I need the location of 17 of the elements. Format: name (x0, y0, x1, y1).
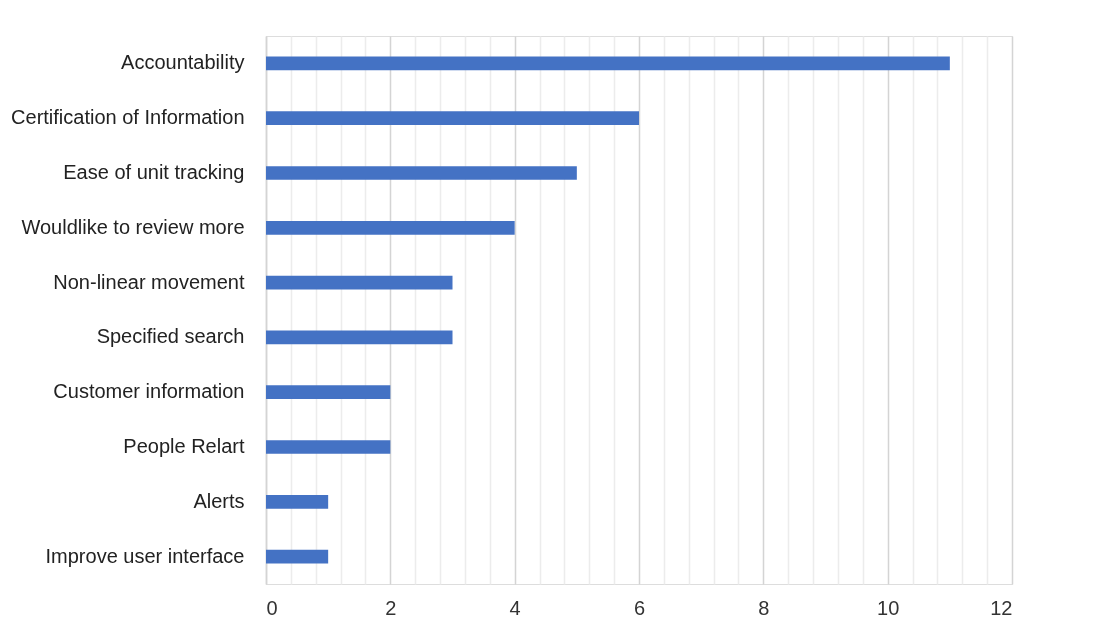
y-tick-label: People Relart (123, 435, 245, 457)
y-tick-label: Accountability (121, 51, 245, 74)
x-tick-label: 12 (990, 596, 1013, 619)
y-tick-label: Ease of unit tracking (63, 161, 245, 183)
y-tick-label: Customer information (53, 380, 245, 403)
y-tick-label: Alerts (193, 489, 245, 512)
x-tick-label: 6 (633, 596, 646, 619)
y-tick-label: Specified search (96, 325, 245, 348)
y-tick-label: Wouldlike to review more (21, 215, 245, 238)
x-tick-label: 0 (266, 596, 278, 619)
y-tick-label: Certification of Information (11, 106, 245, 129)
y-tick-label: Non-linear movement (53, 270, 245, 293)
y-tick-label: Improve user interface (45, 544, 245, 567)
x-tick-label: 10 (877, 596, 900, 619)
x-tick-label: 4 (509, 596, 521, 619)
x-tick-label: 2 (385, 596, 397, 619)
x-tick-label: 8 (758, 596, 770, 619)
